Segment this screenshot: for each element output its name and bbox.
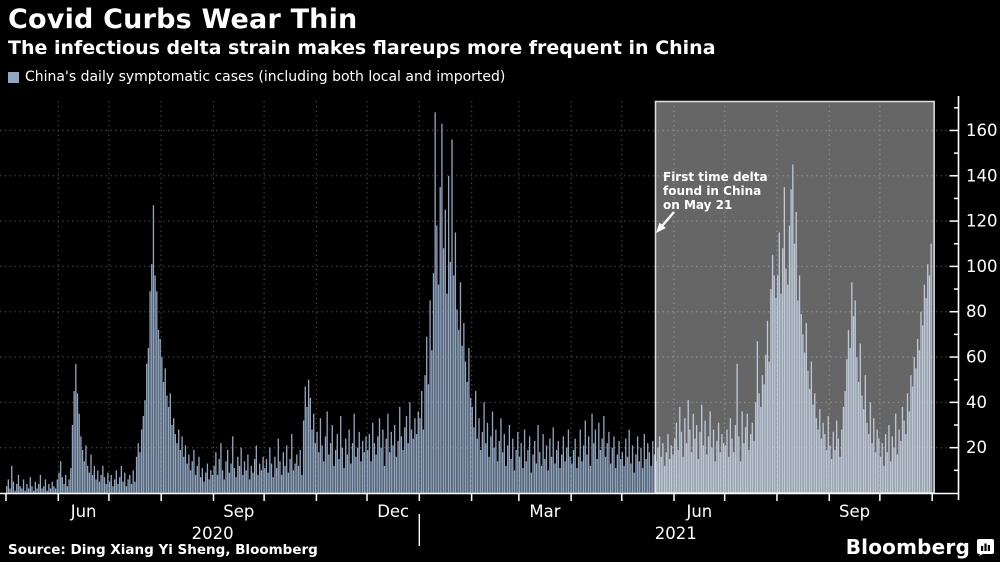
x-month-label: Jun	[70, 502, 97, 521]
y-tick-label: 120	[966, 212, 998, 231]
y-tick-label: 60	[966, 348, 987, 367]
x-month-label: Jun	[685, 502, 712, 521]
source-attribution: Source: Ding Xiang Yi Sheng, Bloomberg	[8, 542, 318, 558]
chart-subtitle: The infectious delta strain makes flareu…	[8, 37, 716, 59]
x-month-label: Sep	[223, 502, 254, 521]
x-year-label: 2021	[655, 524, 697, 543]
bloomberg-branding: Bloomberg	[846, 535, 994, 559]
page-title: Covid Curbs Wear Thin	[8, 4, 358, 35]
daily-case-bars	[6, 112, 932, 494]
delta-annotation-text: on May 21	[663, 198, 732, 212]
delta-period-highlight-box	[654, 100, 935, 494]
x-month-label: Sep	[839, 502, 870, 521]
annotation-arrow-head	[656, 222, 666, 233]
bloomberg-wordmark: Bloomberg	[845, 535, 970, 559]
y-tick-label: 80	[966, 302, 987, 321]
y-tick-label: 160	[966, 121, 998, 140]
delta-annotation-text: found in China	[663, 184, 761, 198]
legend-label: China's daily symptomatic cases (includi…	[25, 69, 506, 85]
legend-swatch-icon	[8, 71, 19, 83]
x-month-label: Mar	[529, 502, 560, 521]
y-tick-label: 140	[966, 166, 998, 185]
annotation-arrow-shaft	[661, 211, 675, 227]
y-tick-label: 100	[966, 257, 998, 276]
bloomberg-terminal-icon	[977, 538, 994, 556]
delta-annotation-text: First time delta	[663, 170, 768, 184]
x-year-label: 2020	[192, 524, 234, 543]
y-tick-label: 20	[966, 438, 987, 457]
y-tick-label: 40	[966, 393, 987, 412]
x-month-label: Dec	[377, 502, 409, 521]
legend: China's daily symptomatic cases (includi…	[8, 69, 505, 85]
